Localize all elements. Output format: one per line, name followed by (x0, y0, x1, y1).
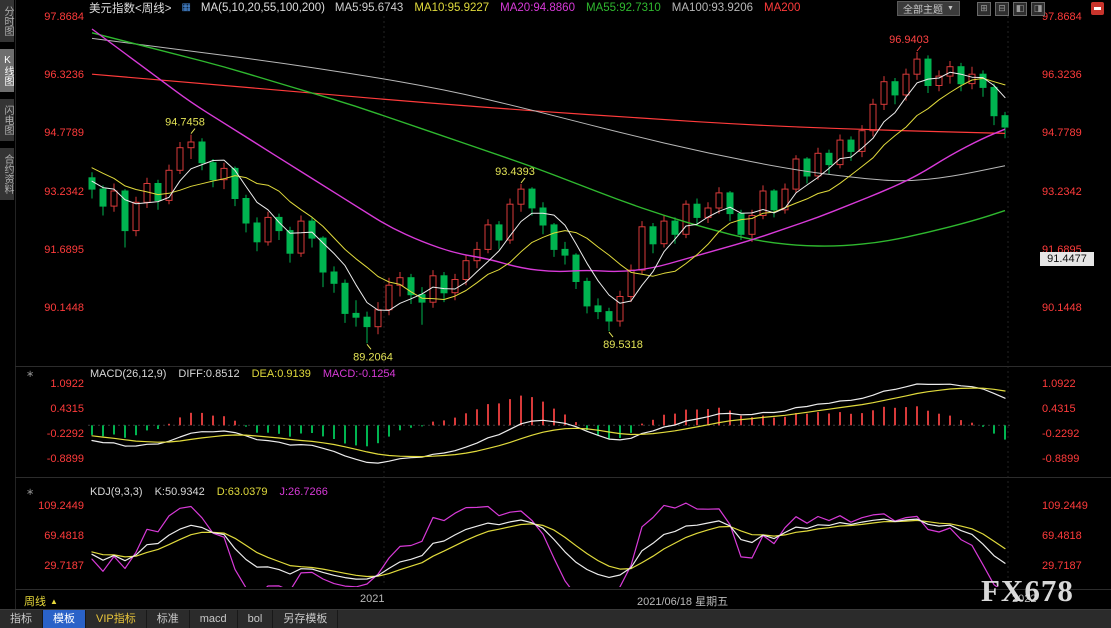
ma-value: MA55:92.7310 (585, 2, 661, 14)
axis-label: -0.2292 (46, 428, 84, 440)
pane-marker-icon[interactable]: ∗ (26, 369, 35, 380)
price-annotation: 93.4393 (495, 166, 535, 178)
axis-label: 90.1448 (1042, 302, 1082, 314)
left-tab-strip: 分时图 K线图闪电图合约资料 (0, 0, 15, 628)
axis-label: 90.1448 (44, 302, 84, 314)
app-logo-icon[interactable] (1091, 2, 1104, 15)
ma-value: MA20:94.8860 (500, 2, 575, 14)
price-pane[interactable]: 94.7458 89.2064 93.4393 89.5318 96.9403 (88, 28, 1009, 363)
sidebar-tab[interactable]: K线图 (0, 49, 14, 92)
ma-settings-label: MA(5,10,20,55,100,200) (200, 2, 325, 14)
macd-header: MACD(26,12,9) DIFF:0.8512 DEA:0.9139 MACD:-… (90, 368, 396, 380)
axis-label: 97.8684 (1042, 11, 1082, 23)
triangle-up-icon: ▲ (50, 596, 58, 606)
ma-value: MA100:93.9206 (671, 2, 753, 14)
axis-label: 93.2342 (44, 185, 84, 198)
axis-label: -0.8899 (1042, 453, 1080, 465)
axis-label: 97.8684 (44, 11, 84, 23)
pane-marker-icon[interactable]: ∗ (26, 487, 35, 498)
axis-label: -0.8899 (46, 453, 84, 465)
price-annotation: 94.7458 (165, 117, 205, 129)
toolbar-tab[interactable]: bol (238, 610, 274, 628)
indicator-value: K:50.9342 (154, 486, 205, 498)
ma55-line (91, 32, 1006, 247)
pane-divider (15, 477, 1111, 478)
toolbar-tab[interactable]: 模板 (43, 610, 86, 628)
price-annotation: 96.9403 (889, 34, 929, 46)
indicator-value: DIFF:0.8512 (178, 368, 240, 380)
chart-settings-icon[interactable]: ▦ (181, 2, 191, 13)
watermark: FX678 (981, 573, 1074, 608)
toolbar-tab[interactable]: 另存模板 (273, 610, 339, 628)
chevron-down-icon: ▼ (947, 5, 954, 12)
axis-label: 29.7187 (44, 560, 84, 572)
axis-label: -0.2292 (1042, 428, 1080, 440)
layout-left-icon[interactable]: ◧ (1013, 2, 1027, 16)
indicator-value: J:26.7266 (279, 486, 328, 498)
date-label: 2021 (360, 593, 385, 605)
time-axis: 周线 ▲ 2021 2021/06/18 星期五 2022 (15, 589, 1111, 609)
date-label: 2022 (1012, 593, 1037, 605)
theme-selector-label: 全部主题 (903, 5, 943, 16)
axis-label: 0.4315 (50, 403, 84, 415)
axis-label: 109.2449 (1042, 500, 1088, 512)
indicator-value: DEA:0.9139 (251, 368, 311, 380)
axis-label: 1.0922 (50, 378, 84, 390)
axis-label: 94.7789 (1042, 127, 1082, 140)
ma-values: MA5:95.6743 MA10:95.9227 MA20:94.8860 MA55:… (335, 2, 801, 14)
layout-split-icon[interactable]: ⊟ (995, 2, 1009, 16)
pane-divider (15, 366, 1111, 367)
indicator-value: MACD(26,12,9) (90, 368, 167, 380)
axis-label: 69.4818 (44, 530, 84, 542)
ma-value: MA10:95.9227 (414, 2, 490, 14)
sidebar-tab[interactable]: 闪电图 (0, 99, 14, 141)
indicator-value: KDJ(9,3,3) (90, 486, 143, 498)
axis-label: 96.3236 (44, 69, 84, 82)
theme-selector-button[interactable]: 全部主题 ▼ (897, 1, 960, 16)
axis-label: 96.3236 (1042, 69, 1082, 82)
period-selector[interactable]: 周线 ▲ (24, 593, 58, 609)
axis-label: 0.4315 (1042, 403, 1076, 415)
price-annotation: 89.5318 (603, 339, 643, 351)
sidebar-tab[interactable]: 合约资料 (0, 148, 14, 200)
chart-header: 美元指数<周线> ▦ MA(5,10,20,55,100,200) MA5:95… (89, 1, 800, 15)
toolbar-tab[interactable]: VIP指标 (86, 610, 147, 628)
axis-label: 109.2449 (38, 500, 84, 512)
macd-pane[interactable] (88, 383, 1012, 464)
price-annotation: 89.2064 (353, 351, 393, 363)
kdj-header: KDJ(9,3,3) K:50.9342 D:63.0379 J:26.7266 (90, 486, 328, 498)
kdj-pane[interactable] (91, 502, 1006, 602)
axis-label: 29.7187 (1042, 560, 1082, 572)
date-label: 2021/06/18 星期五 (637, 596, 729, 608)
axis-label: 93.2342 (1042, 185, 1082, 198)
axis-label: 69.4818 (1042, 530, 1082, 542)
ma-value: MA5:95.6743 (334, 2, 404, 14)
axis-label: 94.7789 (44, 127, 84, 140)
toolbar-tab[interactable]: 指标 (0, 610, 43, 628)
bottom-toolbar: 指标 模板 VIP指标 标准 macd bol 另存模板 (0, 609, 1111, 628)
period-label: 周线 (24, 596, 46, 608)
layout-grid-icon[interactable]: ⊞ (977, 2, 991, 16)
ma20-line (91, 28, 1006, 273)
ma-value: MA200 (763, 2, 801, 14)
indicator-value: MACD:-0.1254 (322, 368, 396, 380)
layout-right-icon[interactable]: ◨ (1031, 2, 1045, 16)
sidebar-divider (15, 0, 16, 628)
ma100-line (91, 37, 1006, 182)
latest-price-tag: 91.4477 (1040, 252, 1094, 266)
axis-label: 91.6895 (44, 243, 84, 256)
window-layout-icons: ⊞ ⊟ ◧ ◨ (977, 2, 1045, 16)
sidebar-tab[interactable]: 分时图 (0, 0, 14, 42)
indicator-value: D:63.0379 (216, 486, 268, 498)
axis-label: 1.0922 (1042, 378, 1076, 390)
instrument-title: 美元指数<周线> (89, 3, 172, 15)
ma200-line (91, 73, 1006, 134)
toolbar-tab[interactable]: macd (190, 610, 238, 628)
toolbar-tab[interactable]: 标准 (147, 610, 190, 628)
